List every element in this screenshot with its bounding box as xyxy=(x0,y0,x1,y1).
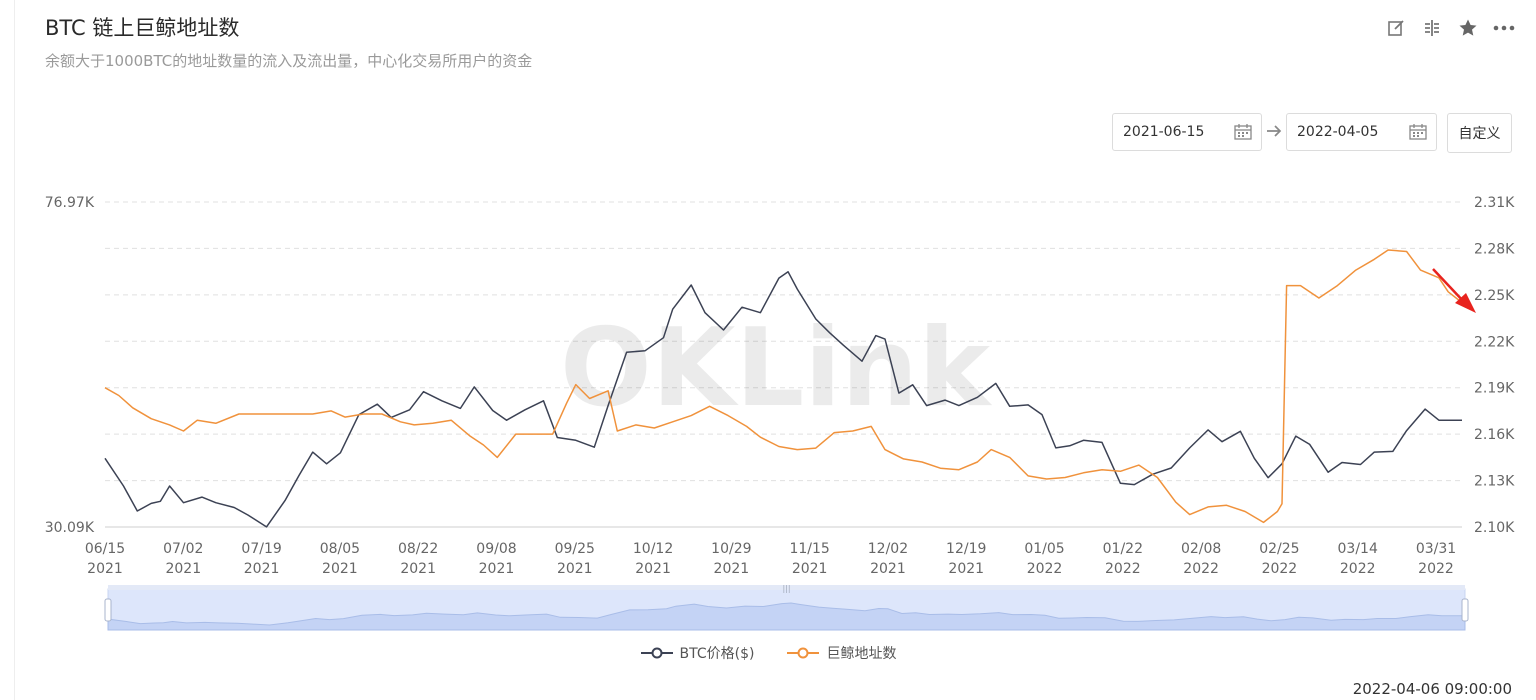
x-tick-year-label: 2021 xyxy=(870,561,906,577)
y-right-tick-label: 2.31K xyxy=(1474,195,1515,211)
x-tick-label: 10/29 xyxy=(711,541,751,557)
x-tick-label: 02/25 xyxy=(1259,541,1299,557)
legend-item-whale-count[interactable]: 巨鲸地址数 xyxy=(786,643,896,663)
y-right-tick-label: 2.28K xyxy=(1474,241,1515,257)
x-tick-label: 12/02 xyxy=(868,541,908,557)
annotation-arrow-shaft xyxy=(1432,268,1466,304)
x-tick-label: 03/31 xyxy=(1416,541,1456,557)
y-left-tick-label: 76.97K xyxy=(45,195,95,211)
legend-line-icon xyxy=(640,647,673,659)
right-axis: 2.10K 2.13K 2.16K 2.19K 2.22K 2.25K 2.28K 2.31K xyxy=(1474,195,1515,536)
annotation-arrow xyxy=(1432,268,1476,313)
x-tick-year-label: 2022 xyxy=(1027,561,1063,577)
btc-price-line xyxy=(104,271,1462,528)
y-right-tick-label: 2.13K xyxy=(1474,474,1515,490)
annotation-arrow-head xyxy=(1455,293,1476,313)
start-date-value: 2021-06-15 xyxy=(1123,124,1205,140)
y-right-tick-label: 2.25K xyxy=(1474,288,1515,304)
navigator-preview-area xyxy=(107,602,1466,631)
arrow-right-icon xyxy=(1265,121,1283,145)
x-tick-year-label: 2021 xyxy=(792,561,828,577)
x-tick-year-label: 2021 xyxy=(87,561,123,577)
series-layer xyxy=(104,249,1463,528)
navigator-left-handle xyxy=(104,598,112,622)
x-tick-label: 01/22 xyxy=(1103,541,1143,557)
x-tick-label: 02/08 xyxy=(1181,541,1221,557)
x-tick-year-label: 2022 xyxy=(1183,561,1219,577)
x-tick-label: 09/08 xyxy=(476,541,516,557)
y-right-tick-label: 2.16K xyxy=(1474,427,1515,443)
x-tick-label: 01/05 xyxy=(1024,541,1064,557)
end-date-input[interactable]: 2022-04-05 xyxy=(1286,113,1437,151)
more-icon[interactable] xyxy=(1492,16,1516,40)
y-right-tick-label: 2.19K xyxy=(1474,381,1515,397)
x-tick-label: 11/15 xyxy=(789,541,829,557)
navigator-grip-icon: ||| xyxy=(782,584,790,593)
toolbar xyxy=(1384,16,1516,40)
compare-icon[interactable] xyxy=(1420,16,1444,40)
legend-label: BTC价格($) xyxy=(679,646,755,662)
star-icon[interactable] xyxy=(1456,16,1480,40)
x-tick-label: 09/25 xyxy=(555,541,595,557)
start-date-input[interactable]: 2021-06-15 xyxy=(1112,113,1262,151)
watermark: OKLink xyxy=(560,306,992,431)
x-tick-year-label: 2021 xyxy=(322,561,358,577)
x-tick-year-label: 2021 xyxy=(557,561,593,577)
x-tick-label: 12/19 xyxy=(946,541,986,557)
y-left-tick-label: 30.09K xyxy=(45,520,95,536)
x-tick-year-label: 2021 xyxy=(635,561,671,577)
x-tick-label: 08/05 xyxy=(320,541,360,557)
x-tick-year-label: 2021 xyxy=(400,561,436,577)
whale-count-line xyxy=(104,249,1463,524)
x-tick-year-label: 2022 xyxy=(1418,561,1454,577)
page-title: BTC 链上巨鲸地址数 xyxy=(45,16,240,40)
legend-label: 巨鲸地址数 xyxy=(826,646,897,662)
x-tick-label: 03/14 xyxy=(1338,541,1378,557)
legend-line-icon xyxy=(787,647,820,659)
navigator-top-bar xyxy=(108,585,1465,590)
update-timestamp: 2022-04-06 09:00:00 xyxy=(1352,680,1512,698)
x-tick-label: 10/12 xyxy=(633,541,673,557)
x-tick-year-label: 2022 xyxy=(1340,561,1376,577)
y-right-tick-label: 2.10K xyxy=(1474,520,1515,536)
x-tick-year-label: 2021 xyxy=(244,561,280,577)
page-subtitle: 余额大于1000BTC的地址数量的流入及流出量，中心化交易所用户的资金 xyxy=(45,52,533,70)
x-tick-year-label: 2021 xyxy=(714,561,750,577)
x-tick-label: 07/02 xyxy=(163,541,203,557)
chart-area[interactable]: OKLink 76.97K 30.09K 2.10K 2.13K 2.16K 2.19K… xyxy=(0,185,1536,640)
x-tick-year-label: 2021 xyxy=(479,561,515,577)
calendar-icon xyxy=(1409,124,1427,144)
calendar-icon xyxy=(1234,124,1252,144)
x-axis: 06/15 2021 07/02 2021 07/19 2021 08/05 2021 08/2… xyxy=(85,526,1462,577)
left-divider xyxy=(14,0,15,700)
x-tick-label: 07/19 xyxy=(241,541,281,557)
legend-item-btc-price[interactable]: BTC价格($) xyxy=(640,643,755,663)
legend: BTC价格($) 巨鲸地址数 xyxy=(0,643,1536,663)
x-tick-year-label: 2022 xyxy=(1262,561,1298,577)
x-tick-year-label: 2021 xyxy=(165,561,201,577)
left-axis: 76.97K 30.09K xyxy=(45,195,95,536)
y-right-tick-label: 2.22K xyxy=(1474,334,1515,350)
custom-range-button[interactable]: 自定义 xyxy=(1447,113,1512,153)
navigator-right-handle xyxy=(1461,598,1469,622)
end-date-value: 2022-04-05 xyxy=(1297,124,1379,140)
edit-icon[interactable] xyxy=(1384,16,1408,40)
x-tick-label: 08/22 xyxy=(398,541,438,557)
x-tick-year-label: 2021 xyxy=(948,561,984,577)
range-navigator[interactable]: ||| xyxy=(104,584,1469,631)
x-tick-label: 06/15 xyxy=(85,541,125,557)
x-tick-year-label: 2022 xyxy=(1105,561,1141,577)
